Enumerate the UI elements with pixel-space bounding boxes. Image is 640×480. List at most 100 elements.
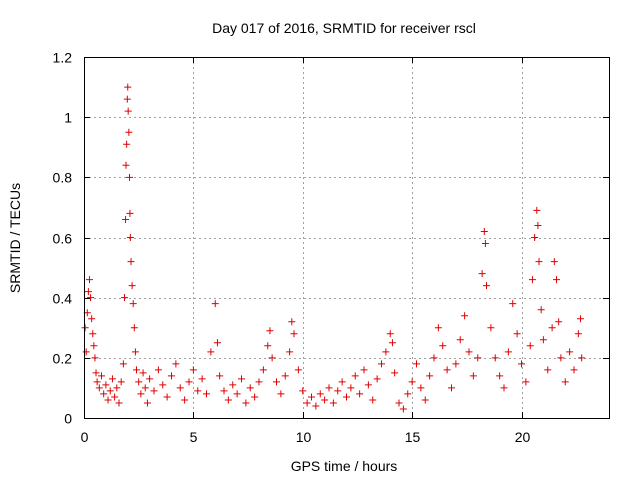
data-point (369, 396, 377, 404)
data-point (500, 384, 508, 392)
data-point (491, 354, 499, 362)
x-tick-label: 20 (515, 429, 531, 445)
data-point (242, 399, 250, 407)
data-point (127, 258, 135, 266)
data-point (557, 354, 565, 362)
data-point (251, 393, 259, 401)
data-point (483, 282, 490, 290)
data-point (273, 378, 280, 386)
data-point (268, 354, 276, 362)
data-point (266, 327, 274, 335)
data-point (172, 360, 180, 368)
data-point (496, 372, 504, 380)
data-point (277, 390, 285, 398)
data-point (150, 387, 158, 395)
data-point (480, 227, 488, 235)
data-point (85, 276, 93, 284)
data-point (213, 339, 221, 347)
data-point (478, 270, 486, 278)
data-point (189, 366, 197, 374)
data-point (124, 83, 132, 91)
data-point (561, 378, 569, 386)
data-point (146, 375, 154, 383)
data-point (553, 276, 560, 284)
data-point (163, 393, 171, 401)
data-point (430, 354, 438, 362)
data-point (294, 366, 302, 374)
data-point (544, 366, 552, 374)
y-tick-label: 1 (64, 110, 72, 126)
data-point (124, 107, 132, 115)
data-point (413, 360, 420, 368)
data-point (122, 161, 130, 169)
data-point (89, 330, 97, 338)
data-point (550, 258, 558, 266)
data-point (316, 390, 324, 398)
data-point (509, 300, 517, 308)
data-point (203, 390, 210, 398)
data-point (487, 324, 495, 332)
data-point (577, 315, 585, 323)
data-point (126, 234, 134, 241)
data-point (395, 399, 403, 407)
data-point (356, 390, 364, 398)
data-point (439, 342, 447, 350)
y-tick-label: 0.4 (53, 291, 73, 307)
data-point (539, 336, 547, 344)
data-point (321, 396, 329, 404)
data-point (386, 330, 394, 338)
data-point (448, 384, 455, 392)
data-point (106, 387, 114, 395)
data-point (119, 360, 127, 368)
data-point (104, 396, 112, 404)
data-point (481, 240, 489, 248)
data-point (378, 360, 385, 368)
data-point (526, 342, 534, 350)
data-point (81, 324, 89, 332)
data-point (176, 384, 184, 392)
data-point (198, 375, 206, 383)
data-point (120, 294, 128, 302)
data-point (452, 360, 460, 368)
data-point (522, 378, 530, 386)
data-point (574, 330, 582, 338)
data-point (426, 372, 434, 380)
data-point (131, 348, 139, 356)
data-point (95, 384, 103, 392)
data-point (211, 300, 219, 308)
data-point (98, 372, 105, 380)
data-point (82, 348, 90, 356)
x-tick-label: 10 (296, 429, 312, 445)
data-point (130, 324, 138, 332)
data-point (122, 215, 130, 223)
data-point (207, 348, 215, 356)
data-point (90, 342, 98, 350)
data-point (399, 405, 407, 413)
data-point (391, 369, 399, 377)
data-point (513, 330, 521, 338)
data-point (185, 378, 193, 386)
data-point (329, 399, 337, 407)
data-point (518, 360, 525, 368)
data-point (281, 372, 289, 380)
data-point (312, 402, 320, 410)
y-tick-label: 0.8 (53, 170, 73, 186)
data-point (113, 384, 121, 392)
data-point (216, 372, 224, 380)
data-point (308, 393, 315, 401)
data-point (229, 381, 237, 389)
data-point (264, 342, 272, 350)
data-point (373, 375, 381, 383)
data-point (133, 366, 140, 374)
data-point (548, 324, 556, 332)
data-point (469, 372, 477, 380)
data-point (108, 375, 116, 383)
data-point (421, 396, 429, 404)
data-point (128, 282, 136, 290)
tick-labels: 0 5 10 15 20 0 0.2 0.4 0.6 0.8 1 1.2 (53, 50, 531, 446)
data-point (566, 348, 574, 356)
data-point (100, 390, 108, 398)
data-point (238, 375, 245, 383)
data-point (259, 366, 267, 374)
data-point (555, 318, 563, 326)
